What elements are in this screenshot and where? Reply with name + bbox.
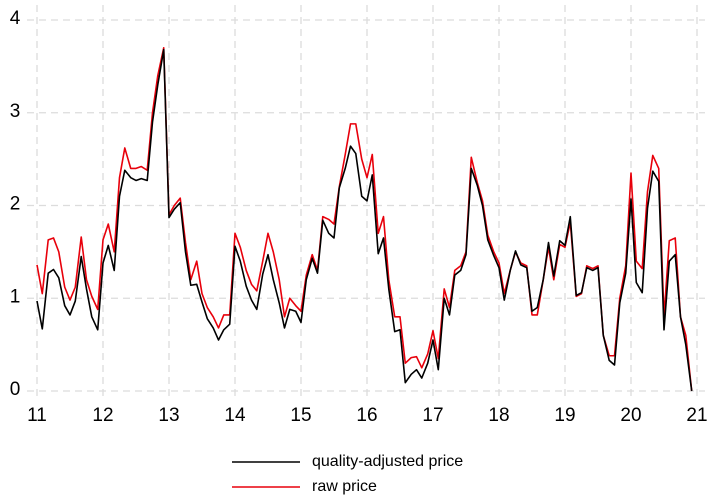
y-tick-label: 3 — [10, 101, 21, 122]
x-tick-label: 15 — [290, 405, 311, 426]
x-tick-label: 18 — [488, 405, 509, 426]
x-tick-label: 14 — [224, 405, 246, 426]
x-tick-label: 21 — [686, 405, 707, 426]
legend-label: quality-adjusted price — [312, 453, 463, 470]
y-tick-label: 4 — [10, 8, 21, 29]
line — [36, 47, 693, 392]
x-tick-label: 12 — [92, 405, 113, 426]
x-tick-label: 16 — [356, 405, 377, 426]
legend-label: raw price — [312, 478, 377, 495]
x-tick-label: 11 — [27, 405, 47, 426]
line — [36, 48, 693, 392]
x-tick-label: 19 — [554, 405, 575, 426]
y-tick-label: 2 — [10, 194, 21, 215]
x-tick-label: 13 — [158, 405, 179, 426]
y-tick-label: 0 — [10, 379, 21, 400]
x-tick-label: 17 — [422, 405, 443, 426]
y-tick-label: 1 — [10, 286, 21, 307]
x-tick-label: 20 — [620, 405, 641, 426]
